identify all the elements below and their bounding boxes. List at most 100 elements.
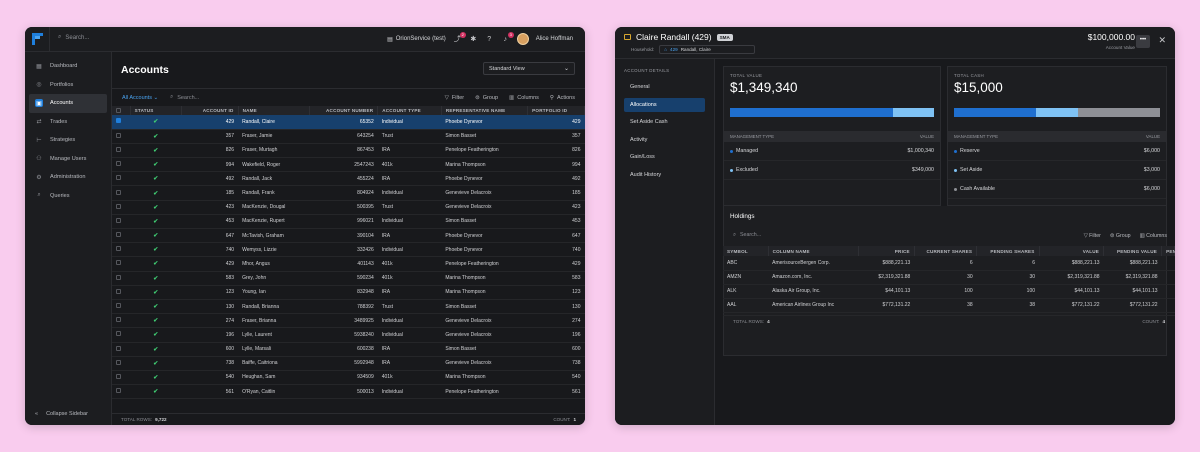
holdings-row[interactable]: ALK Alaska Air Group, Inc. $44,101.13 100 10… [723, 284, 1175, 299]
table-row[interactable]: ✔ 994 Wakefield, Roger 2547243 401k Marina Th… [112, 157, 585, 173]
app-logo[interactable] [25, 27, 50, 52]
holdings-row[interactable]: ABC AmerisourceBergen Corp. $888,221.13 6 6 $… [723, 256, 1175, 271]
holdings-column-header[interactable]: PENDING VALUE [1103, 246, 1163, 256]
sidebar-item-portfolios[interactable]: ◎ Portfolios [29, 76, 107, 95]
side-item-set-aside-cash[interactable]: Set Aside Cash [630, 119, 668, 126]
row-checkbox[interactable] [116, 388, 121, 394]
table-row[interactable]: ✔ 738 Baiffe, Caitriona 5992948 IRA Genevieve… [112, 356, 585, 371]
filter-button[interactable]: ▽ Filter [445, 95, 464, 101]
table-row[interactable]: ✔ 583 Grey, John 590234 401k Marina Thompson 5… [112, 271, 585, 286]
holdings-group-button[interactable]: ⊜ Group [1110, 233, 1131, 239]
column-header[interactable]: REPRESENTATIVE NAME [441, 106, 529, 115]
column-header[interactable]: ACCOUNT NUMBER [309, 106, 379, 115]
table-row[interactable]: ✔ 130 Randall, Brianna 788392 Trust Simon Bas… [112, 299, 585, 315]
row-checkbox[interactable] [116, 146, 121, 152]
table-row[interactable]: ✔ 740 Wemyss, Lizzie 332426 Individual Phoebe… [112, 242, 585, 258]
row-checkbox[interactable] [116, 161, 121, 167]
row-select-cell[interactable] [112, 299, 131, 315]
row-checkbox[interactable] [116, 274, 121, 280]
holdings-columns-button[interactable]: ▥ Columns [1140, 233, 1167, 239]
row-select-cell[interactable] [112, 185, 131, 201]
row-checkbox[interactable] [116, 189, 121, 195]
table-row[interactable]: ✔ 423 MacKenzie, Dougal 500395 Trust Geneviev… [112, 200, 585, 215]
side-item-activity[interactable]: Activity [630, 136, 648, 143]
view-select[interactable]: Standard View ⌄ [483, 62, 575, 75]
table-row[interactable]: ✔ 429 Mhor, Angus 401143 401k Penelope Feathe… [112, 256, 585, 272]
table-row[interactable]: ✔ 429 Randall, Claire 65352 Individual Phoebe… [112, 115, 585, 130]
row-select-cell[interactable] [112, 242, 131, 258]
row-checkbox[interactable] [116, 232, 121, 238]
column-header[interactable]: STATUS [130, 106, 182, 115]
row-checkbox[interactable] [116, 359, 121, 365]
side-item-gain-loss[interactable]: Gain/Loss [630, 154, 655, 161]
sidebar-item-queries[interactable]: ⌕ Queries [29, 187, 107, 206]
sidebar-item-dashboard[interactable]: ▦ Dashboard [29, 57, 107, 76]
group-button[interactable]: ⊜ Group [475, 95, 498, 101]
holdings-row[interactable]: AMZN Amazon.com, Inc. $2,319,321.88 30 30 $2,… [723, 270, 1175, 285]
row-select-cell[interactable] [112, 214, 131, 230]
row-select-cell[interactable] [112, 129, 131, 144]
row-checkbox[interactable] [116, 246, 121, 252]
row-checkbox[interactable] [116, 260, 121, 266]
side-item-allocations[interactable]: Allocations [624, 97, 705, 112]
bell-icon[interactable]: ♪ 3 [503, 31, 514, 43]
row-select-cell[interactable] [112, 384, 131, 400]
select-all-header[interactable] [112, 106, 131, 115]
sidebar-item-strategies[interactable]: ⊢ Strategies [29, 131, 107, 150]
table-row[interactable]: ✔ 357 Fraser, Jamie 643254 Trust Simon Basset… [112, 129, 585, 144]
bug-icon[interactable]: ✱ [470, 36, 477, 43]
sidebar-item-administration[interactable]: ⚙ Administration [29, 168, 107, 187]
column-header[interactable]: ACCOUNT ID [181, 106, 239, 115]
more-options-button[interactable]: ••• [1136, 35, 1150, 48]
row-checkbox[interactable] [116, 317, 121, 323]
sidebar-item-accounts[interactable]: ▣ Accounts [29, 94, 107, 113]
row-select-cell[interactable] [112, 143, 131, 159]
row-select-cell[interactable] [112, 285, 131, 300]
help-icon[interactable]: ? [487, 35, 492, 43]
table-row[interactable]: ✔ 540 Heughan, Sam 934509 401k Marina Thompso… [112, 370, 585, 386]
holdings-column-header[interactable]: CURRENT SHARES [914, 246, 978, 256]
row-select-cell[interactable] [112, 200, 131, 215]
row-select-cell[interactable] [112, 256, 131, 272]
select-all-checkbox[interactable] [116, 107, 121, 113]
collapse-sidebar-button[interactable]: « Collapse Sidebar [35, 411, 88, 417]
row-select-cell[interactable] [112, 157, 131, 173]
columns-button[interactable]: ▥ Columns [509, 95, 539, 101]
grid-search[interactable]: ⌕ Search... [170, 94, 199, 101]
column-header[interactable]: PORTFOLIO ID [527, 106, 585, 115]
side-item-audit-history[interactable]: Audit History [630, 171, 662, 178]
row-select-cell[interactable] [112, 271, 131, 286]
holdings-column-header[interactable]: PEND [1161, 246, 1175, 256]
row-select-cell[interactable] [112, 356, 131, 371]
table-row[interactable]: ✔ 600 Lylle, Marsali 600238 IRA Simon Basset 6… [112, 342, 585, 357]
table-row[interactable]: ✔ 647 McTavish, Graham 390104 IRA Phoebe Dyne… [112, 228, 585, 244]
household-link[interactable]: ⌂ 429 Randall, Claire [659, 45, 756, 54]
close-button[interactable]: ✕ [1158, 36, 1166, 45]
holdings-column-header[interactable]: SYMBOL [723, 246, 769, 256]
sidebar-item-manage-users[interactable]: ⚇ Manage Users [29, 150, 107, 169]
accounts-dropdown[interactable]: All Accounts ⌄ [122, 95, 158, 101]
holdings-filter-button[interactable]: ▽ Filter [1084, 233, 1101, 239]
column-header[interactable]: NAME [238, 106, 311, 115]
holdings-row[interactable]: AAL American Airlines Group Inc $772,131.2… [723, 298, 1175, 313]
row-checkbox[interactable] [116, 217, 121, 223]
sidebar-item-trades[interactable]: ⇄ Trades [29, 113, 107, 132]
notifications-icon[interactable]: ⤴ 2 [453, 31, 466, 43]
table-row[interactable]: ✔ 826 Fraser, Murtagh 867453 IRA Penelope Fea… [112, 143, 585, 159]
holdings-column-header[interactable]: PRICE [858, 246, 915, 256]
table-row[interactable]: ✔ 561 O'Ryan, Caitlin 500013 Individual Penel… [112, 384, 585, 400]
side-item-general[interactable]: General [630, 84, 650, 90]
avatar[interactable] [516, 33, 529, 45]
row-select-cell[interactable] [112, 115, 131, 130]
row-select-cell[interactable] [112, 228, 131, 244]
row-checkbox[interactable] [116, 303, 121, 309]
service-selector[interactable]: ▤ OrionService (test) [387, 36, 446, 43]
row-checkbox[interactable] [116, 331, 121, 337]
column-header[interactable]: ACCOUNT TYPE [377, 106, 442, 115]
row-select-cell[interactable] [112, 342, 131, 357]
row-checkbox[interactable] [116, 203, 121, 209]
table-row[interactable]: ✔ 185 Randall, Frank 804924 Individual Genevi… [112, 185, 585, 201]
holdings-column-header[interactable]: COLUMN NAME [768, 246, 859, 256]
actions-button[interactable]: ⚲ Actions [550, 95, 575, 101]
row-checkbox[interactable] [116, 132, 121, 138]
